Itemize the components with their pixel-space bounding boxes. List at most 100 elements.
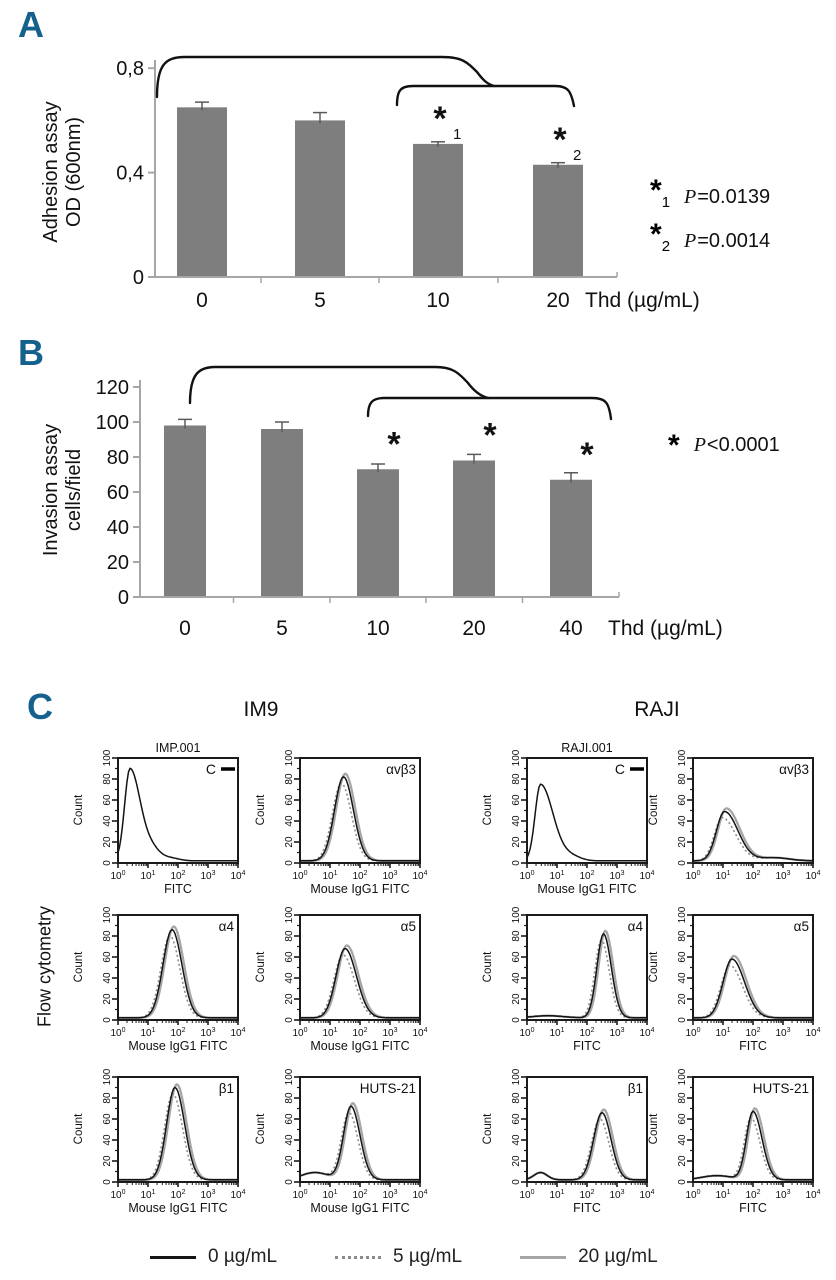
bar (164, 425, 206, 596)
count-tick-label: 100 (284, 749, 295, 766)
significance-entry-1: *1 P=0.0139 (650, 174, 770, 214)
log-tick-label: 100 (292, 870, 307, 882)
count-axis-label: Count (73, 1113, 85, 1144)
count-axis-label: Count (648, 1113, 660, 1144)
panel-b-label: B (18, 332, 44, 373)
y-tick-label: 80 (107, 447, 129, 469)
log-tick-label: 100 (519, 1189, 534, 1201)
legend-item-5ug: 5 µg/mL (335, 1246, 462, 1268)
count-tick-label: 0 (284, 1017, 295, 1023)
curve-0 µg/mL (118, 1086, 238, 1181)
asterisk-2-symbol: *2 (650, 218, 671, 256)
histogram-curves (118, 1083, 238, 1181)
marker-label: α5 (794, 919, 809, 934)
cell-line-header-raji: RAJI (634, 698, 680, 721)
count-tick-label: 40 (677, 972, 688, 984)
adhesion-assay-bar-chart: 00,40,80 5 10 20 Thd (µg/mL)* 1 * 2 (116, 55, 700, 312)
x-category-label: 20 (546, 289, 569, 312)
significance-asterisk: * (387, 425, 401, 463)
significance-subscript: 2 (573, 147, 581, 164)
log-tick-label: 104 (230, 1027, 245, 1039)
comparison-bracket (395, 84, 576, 108)
flow-cytometry-axis-title: Flow cytometry (34, 905, 55, 1028)
count-tick-label: 40 (677, 1134, 688, 1146)
count-tick-label: 100 (102, 749, 113, 766)
curve-20 µg/mL (118, 1083, 238, 1181)
count-tick-label: 80 (284, 1092, 295, 1104)
comparison-bracket (188, 365, 490, 405)
count-tick-label: 100 (284, 1068, 295, 1085)
significance-asterisk: * (580, 436, 594, 474)
x-category-label: 5 (314, 289, 326, 312)
x-axis-title: Thd (µg/mL) (608, 617, 723, 640)
marker-label: HUTS-21 (360, 1081, 416, 1096)
count-axis-label: Count (482, 794, 494, 825)
count-tick-label: 80 (511, 930, 522, 942)
x-axis-caption: FITC (573, 1039, 601, 1053)
log-tick-label: 103 (775, 1027, 790, 1039)
asterisk-1-symbol: *1 (650, 174, 671, 212)
log-tick-label: 103 (775, 1189, 790, 1201)
log-tick-label: 103 (200, 1189, 215, 1201)
curve-20 µg/mL (300, 1101, 420, 1181)
solid-black-line-icon (150, 1255, 196, 1259)
log-tick-label: 104 (805, 870, 820, 882)
x-axis-caption: Mouse IgG1 FITC (128, 1039, 227, 1053)
curve-20 µg/mL (300, 944, 420, 1019)
count-tick-label: 80 (511, 1092, 522, 1104)
x-axis-caption: FITC (739, 1039, 767, 1053)
bar (295, 120, 345, 277)
x-axis-caption: Mouse IgG1 FITC (128, 1201, 227, 1215)
count-tick-label: 20 (102, 1155, 113, 1167)
count-tick-label: 0 (511, 860, 522, 866)
count-tick-label: 20 (284, 1155, 295, 1167)
curve-0 µg/mL (300, 776, 420, 862)
log-tick-label: 101 (140, 1027, 155, 1039)
panel-a-y-axis-title-line2: OD (600nm) (63, 116, 85, 228)
count-tick-label: 40 (511, 1134, 522, 1146)
log-tick-label: 103 (382, 870, 397, 882)
marker-label: β1 (219, 1081, 234, 1096)
curve-5 µg/mL (693, 817, 813, 862)
curve-0 µg/mL (527, 933, 647, 1019)
log-tick-label: 102 (170, 1027, 185, 1039)
log-tick-label: 103 (382, 1027, 397, 1039)
curve-5 µg/mL (118, 935, 238, 1019)
x-axis-caption: Mouse IgG1 FITC (310, 1201, 409, 1215)
curve-0 µg/mL (693, 1110, 813, 1181)
legend-label-20ug: 20 µg/mL (578, 1246, 658, 1267)
log-tick-label: 100 (685, 1027, 700, 1039)
significance-asterisk: * (553, 121, 567, 159)
log-tick-label: 100 (519, 870, 534, 882)
log-tick-label: 101 (549, 1189, 564, 1201)
count-tick-label: 60 (677, 951, 688, 963)
count-tick-label: 20 (677, 993, 688, 1005)
count-tick-label: 100 (511, 749, 522, 766)
count-tick-label: 20 (102, 836, 113, 848)
count-axis-label: Count (73, 794, 85, 825)
count-tick-label: 40 (284, 1134, 295, 1146)
curve-0 µg/mL (527, 783, 647, 862)
y-tick-label: 20 (107, 552, 129, 574)
significance-asterisk: * (433, 100, 447, 138)
count-tick-label: 20 (102, 993, 113, 1005)
solid-gray-line-icon (520, 1255, 567, 1259)
curve-0 µg/mL (300, 947, 420, 1019)
count-tick-label: 0 (102, 860, 113, 866)
control-label: C (206, 761, 216, 777)
panel-a-label: A (18, 4, 44, 45)
count-tick-label: 60 (102, 794, 113, 806)
curve-0 µg/mL (527, 1111, 647, 1181)
count-tick-label: 20 (511, 993, 522, 1005)
plot-frame (117, 757, 239, 864)
log-tick-label: 103 (200, 1027, 215, 1039)
histogram-curves (693, 807, 813, 862)
p-value: P<0.0001 (693, 434, 780, 456)
panel-b-y-axis-title-line2: cells/field (63, 448, 85, 532)
count-tick-label: 100 (102, 906, 113, 923)
log-tick-label: 101 (715, 1027, 730, 1039)
count-tick-label: 20 (677, 1155, 688, 1167)
count-tick-label: 0 (284, 1179, 295, 1185)
